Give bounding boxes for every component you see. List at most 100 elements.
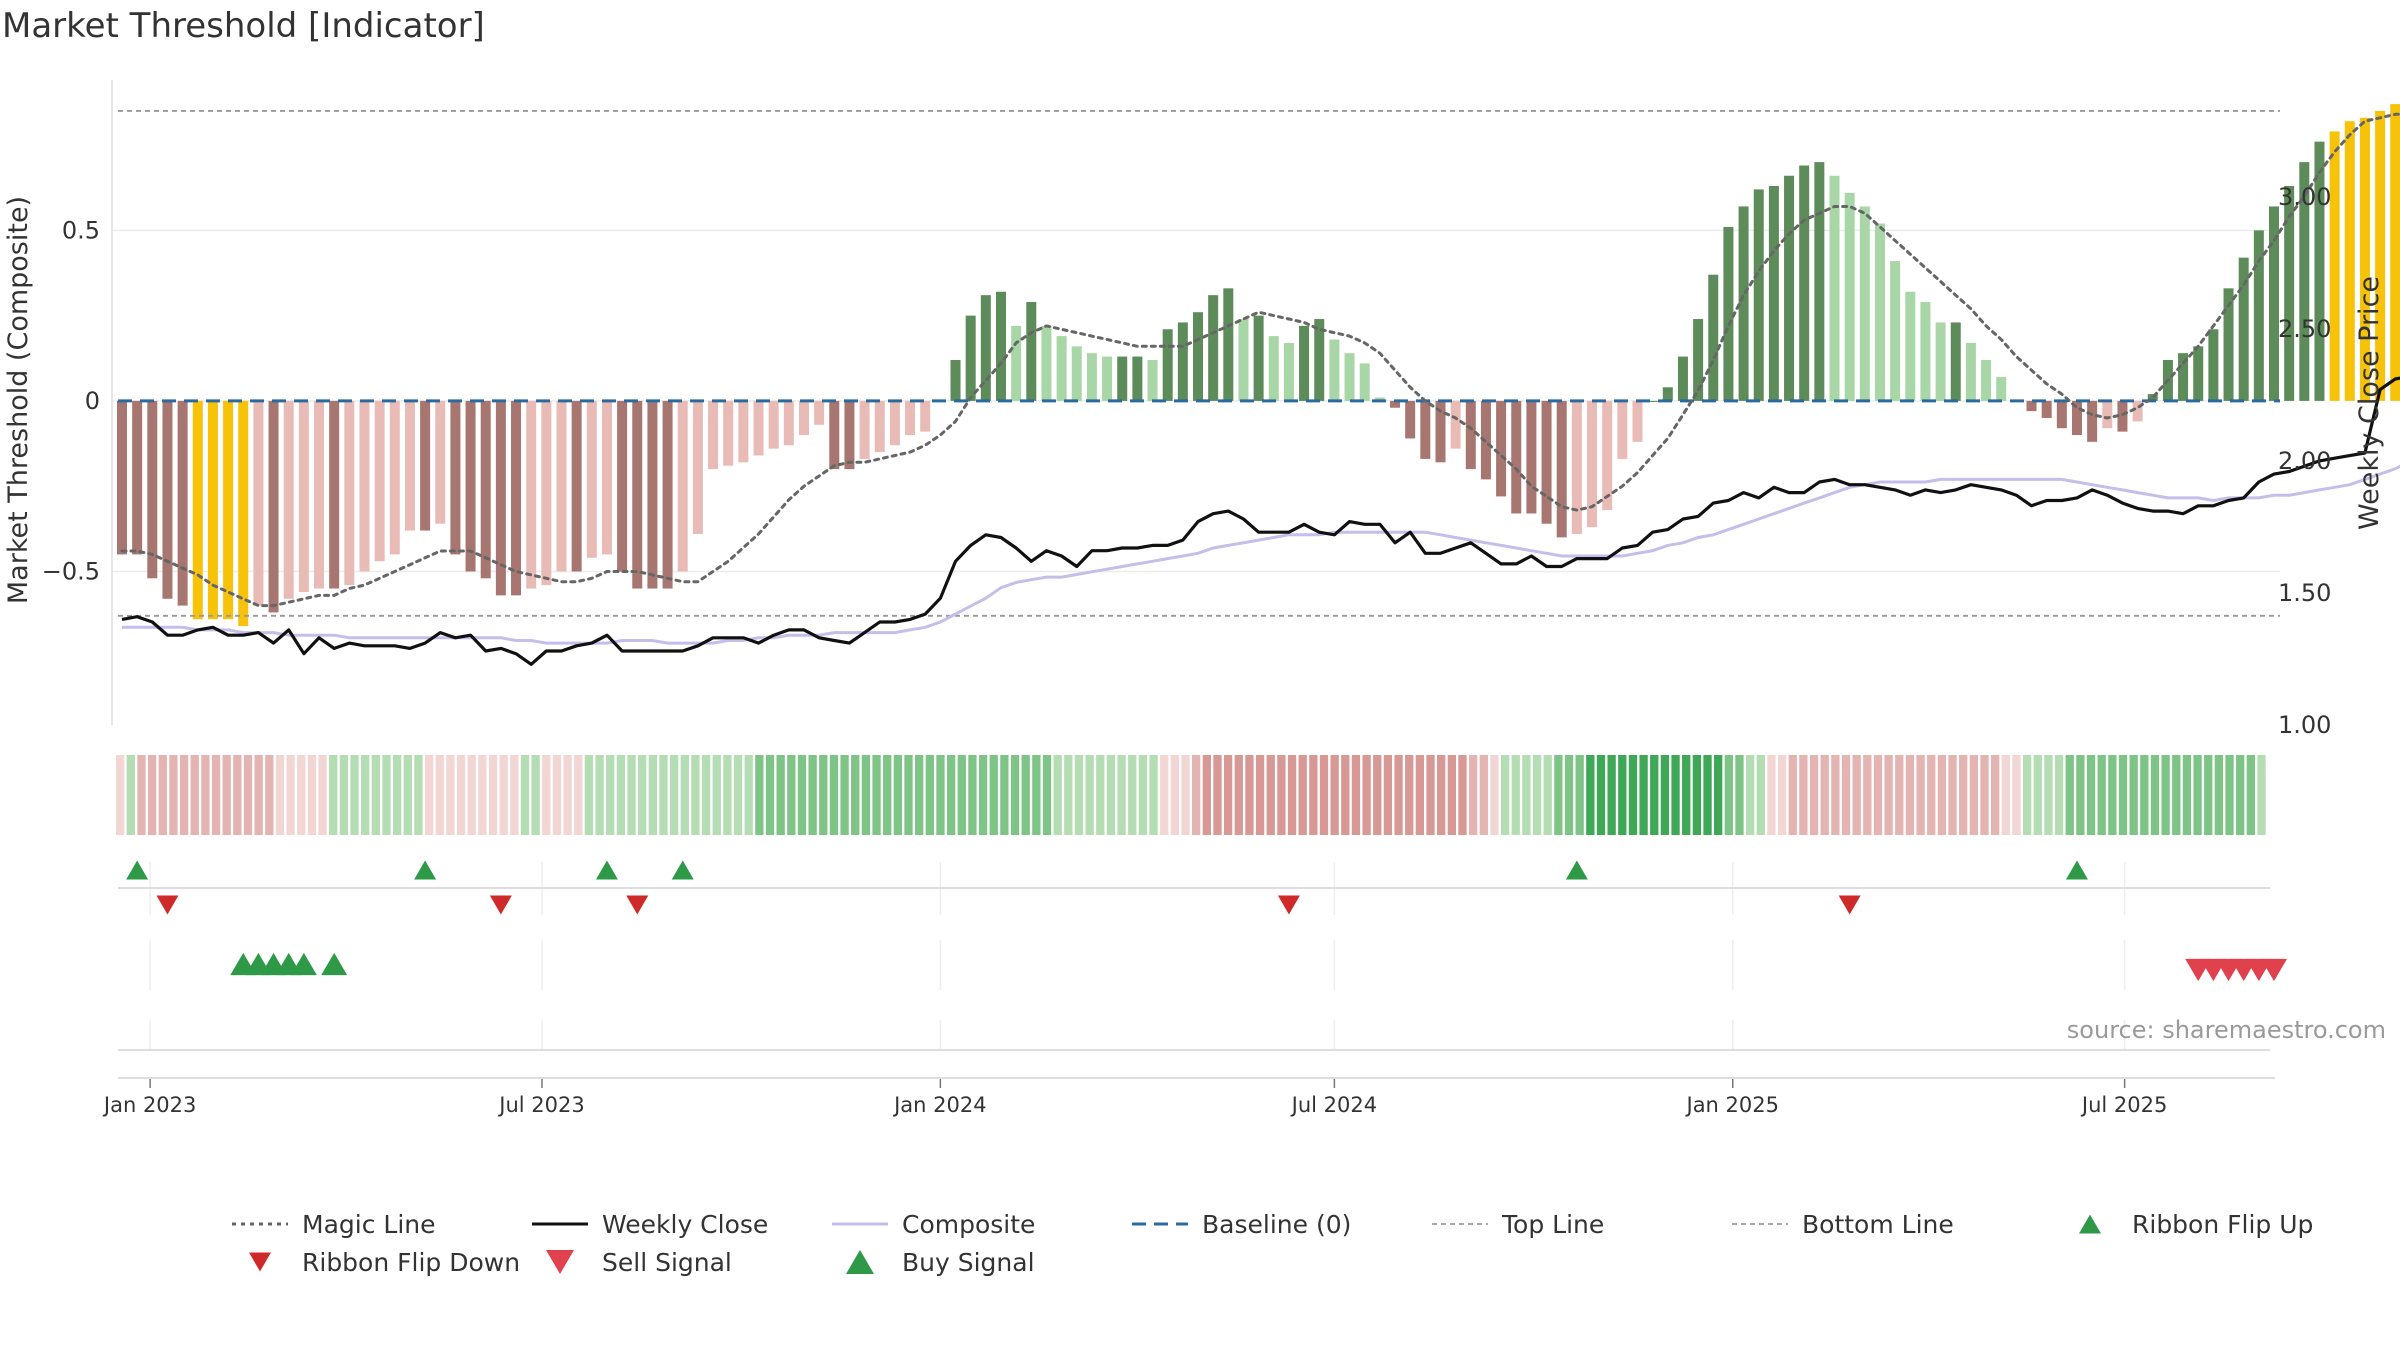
composite-bar — [1056, 336, 1067, 401]
composite-bar — [177, 400, 188, 606]
composite-bar — [1632, 400, 1643, 442]
ribbon-segment — [1298, 755, 1307, 835]
ribbon-segment — [669, 755, 679, 835]
composite-bar — [1996, 377, 2007, 401]
buy-signal-marker — [321, 952, 348, 976]
ribbon-segment — [403, 755, 412, 835]
composite-bar — [1602, 400, 1613, 511]
composite-bar — [1890, 261, 1901, 401]
ribbon-segment — [1373, 755, 1382, 835]
composite-bar — [1223, 288, 1234, 401]
ribbon-segment — [318, 755, 327, 835]
composite-bar — [1829, 175, 1840, 401]
x-tick-label: Jul 2025 — [2080, 1093, 2167, 1117]
composite-bar — [980, 295, 991, 401]
composite-bar — [1177, 322, 1188, 401]
ribbon-segment — [371, 755, 380, 835]
x-axis: Jan 2023 Jul 2023 Jan 2024 Jul 2024 Jan 2025… — [102, 1077, 2275, 1117]
composite-bar — [2390, 104, 2400, 401]
ribbon-segment — [829, 755, 839, 835]
ribbon-segment — [2012, 755, 2021, 835]
ribbon-segment — [1405, 755, 1414, 835]
composite-bar — [1541, 400, 1552, 524]
ribbon-segment — [467, 755, 476, 835]
composite-bar — [450, 400, 461, 555]
composite-bar — [1420, 400, 1431, 459]
composite-bar — [2071, 400, 2082, 436]
ribbon-segment — [456, 755, 466, 835]
ribbon-segment — [1937, 755, 1947, 835]
ribbon-segment — [2086, 755, 2096, 835]
composite-bar — [1132, 356, 1143, 401]
source-credit: source: sharemaestro.com — [2066, 1016, 2386, 1044]
ribbon-segment — [2097, 755, 2106, 835]
legend-label: Ribbon Flip Down — [302, 1247, 521, 1277]
composite-bar — [1102, 356, 1113, 401]
axes: 0.5 0 −0.5 3.00 2.50 2.00 1.50 1.00 Market Thres… — [3, 80, 2385, 739]
composite-bar — [420, 400, 431, 531]
ribbon-segment — [2033, 755, 2042, 835]
ribbon-segment — [691, 755, 700, 835]
composite-bar — [541, 400, 552, 586]
composite-bar — [2253, 230, 2264, 401]
ribbon-segment — [606, 755, 615, 835]
composite-bar — [1981, 359, 1992, 401]
ribbon-segment — [1714, 755, 1723, 835]
ribbon-segment — [1788, 755, 1797, 835]
composite-bar — [1405, 400, 1416, 439]
composite-bar — [238, 400, 249, 627]
composite-bar — [874, 400, 885, 453]
composite-bar — [859, 400, 870, 459]
ribbon-segment — [201, 755, 210, 835]
sell-signal-marker — [2261, 958, 2287, 982]
composite-bar — [1647, 400, 1658, 402]
legend-item: Baseline (0) — [1130, 1205, 1351, 1243]
composite-bar — [1011, 325, 1022, 401]
ribbon-segment — [1330, 755, 1339, 835]
ribbon-segment — [1266, 755, 1275, 835]
ribbon-segment — [1000, 755, 1009, 835]
legend-item: Magic Line — [230, 1205, 436, 1243]
ribbon-segment — [1394, 755, 1403, 835]
ribbon-segment — [1927, 755, 1936, 835]
ribbon-segment — [286, 755, 295, 835]
composite-bar — [1920, 301, 1931, 401]
composite-line — [122, 464, 2400, 645]
composite-bar — [1723, 226, 1734, 401]
ribbon-segment — [574, 755, 583, 835]
ribbon-segment — [840, 755, 849, 835]
ribbon-segment — [1745, 755, 1755, 835]
ribbon-segment — [968, 755, 977, 835]
legend-label: Top Line — [1502, 1209, 1605, 1239]
composite-bar — [2268, 206, 2280, 401]
ribbon-segment — [1458, 755, 1467, 835]
composite-bar — [738, 400, 749, 463]
ribbon-segment — [2129, 755, 2138, 835]
ribbon-segment — [925, 755, 934, 835]
composite-bar — [314, 400, 325, 589]
ribbon-segment — [1543, 755, 1552, 835]
composite-bar — [511, 400, 522, 596]
legend-label: Baseline (0) — [1202, 1209, 1352, 1239]
ribbon-segment — [1500, 755, 1510, 835]
ribbon-segment — [1106, 755, 1116, 835]
composite-bar — [768, 400, 779, 449]
composite-bar — [1738, 206, 1749, 401]
ribbon-segment — [776, 755, 785, 835]
composite-bar — [116, 400, 128, 555]
legend-label: Sell Signal — [602, 1247, 732, 1277]
ribbon-segment — [1064, 755, 1073, 835]
composite-bar — [1617, 400, 1628, 459]
buy-signal-marker — [290, 952, 317, 976]
ribbon-segment — [712, 755, 721, 835]
ribbon-segment — [190, 755, 199, 835]
ribbon-segment — [819, 755, 828, 835]
ribbon-segment — [1053, 755, 1062, 835]
ribbon-segment — [616, 755, 626, 835]
ribbon-segment — [1884, 755, 1893, 835]
composite-bar — [1192, 312, 1204, 401]
ribbon-segment — [1799, 755, 1808, 835]
ribbon-segment — [361, 755, 370, 835]
ribbon-segment — [1628, 755, 1638, 835]
y-right-tick-label: 3.00 — [2278, 183, 2331, 211]
